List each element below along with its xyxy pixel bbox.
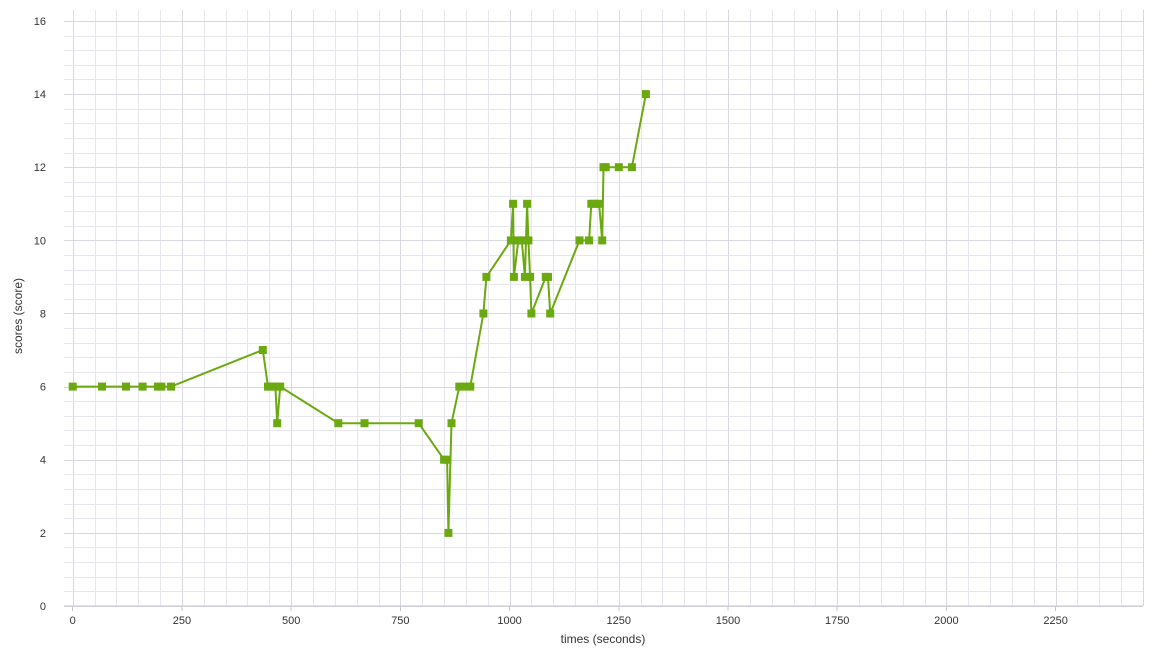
x-tick-label: 1250 (607, 615, 631, 627)
data-point (271, 382, 280, 391)
data-point (544, 272, 552, 281)
x-tick-label: 1500 (716, 615, 740, 627)
data-point (527, 309, 536, 318)
y-tick-label: 0 (40, 601, 46, 613)
y-tick-label: 4 (40, 455, 46, 467)
y-tick-label: 12 (34, 162, 46, 174)
data-point (590, 199, 599, 208)
data-point (585, 236, 594, 245)
data-point (524, 236, 533, 245)
data-point (575, 236, 584, 245)
y-tick-label: 6 (40, 382, 46, 394)
data-point (479, 309, 488, 318)
y-tick-label: 8 (40, 308, 46, 320)
data-point (68, 382, 77, 391)
data-point (273, 419, 282, 428)
data-point (601, 163, 610, 172)
x-tick-label: 1000 (497, 615, 521, 627)
data-point (258, 346, 267, 354)
data-point (444, 528, 453, 537)
y-tick-labels: 0 2 4 6 8 10 12 14 16 (34, 16, 46, 613)
data-point (98, 382, 106, 391)
data-point (167, 382, 175, 391)
data-point (614, 163, 623, 172)
y-tick-label: 2 (40, 528, 46, 540)
x-tick-label: 250 (173, 615, 191, 627)
data-point (598, 236, 607, 245)
data-point (276, 382, 285, 391)
data-point (414, 419, 423, 428)
y-tick-label: 10 (34, 235, 46, 247)
data-point (138, 382, 147, 391)
x-tick-label: 1750 (825, 615, 849, 627)
data-point (122, 382, 130, 391)
data-point (157, 382, 166, 391)
data-point (334, 419, 343, 428)
x-tick-label: 500 (282, 615, 300, 627)
data-point (506, 236, 515, 245)
data-point (520, 272, 529, 281)
x-tick-labels: 0 250 500 750 1000 1250 1500 1750 2000 2250 (70, 606, 1068, 627)
data-point (509, 272, 518, 281)
data-point (595, 199, 604, 208)
data-point (466, 382, 475, 391)
data-point (267, 382, 276, 391)
data-point (546, 309, 555, 318)
series (68, 90, 650, 537)
x-tick-label: 750 (391, 615, 409, 627)
data-point (447, 419, 456, 428)
data-point (517, 236, 526, 245)
data-point (509, 199, 518, 208)
data-point (360, 419, 369, 428)
data-point (526, 272, 535, 281)
grid (64, 10, 1144, 607)
y-tick-label: 16 (34, 16, 46, 28)
data-point (523, 199, 532, 208)
y-tick-label: 14 (34, 89, 46, 101)
data-point (641, 90, 650, 99)
x-tick-label: 2000 (934, 615, 958, 627)
data-point (455, 382, 464, 391)
data-point (482, 272, 491, 281)
x-axis-title: times (seconds) (561, 632, 646, 646)
x-tick-label: 2250 (1043, 615, 1067, 627)
x-tick-label: 0 (70, 615, 76, 627)
data-point (461, 382, 470, 391)
data-point (443, 455, 452, 464)
y-axis-title: scores (score) (11, 278, 25, 354)
data-point (627, 163, 636, 172)
